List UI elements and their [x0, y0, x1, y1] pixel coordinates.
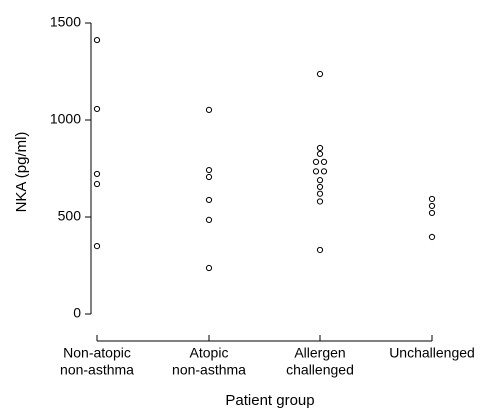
data-point — [312, 168, 320, 175]
y-tick-label: 500 — [58, 208, 82, 224]
y-tick-label: 1500 — [50, 14, 81, 30]
data-point — [93, 105, 101, 113]
data-point — [428, 233, 436, 241]
data-point — [205, 196, 213, 204]
data-point — [320, 158, 328, 166]
data-point — [93, 180, 101, 188]
data-point — [205, 106, 213, 114]
data-point — [93, 243, 101, 250]
x-tick-label: Unchallenged — [389, 345, 475, 361]
data-point — [205, 173, 213, 181]
data-point — [428, 195, 436, 203]
data-point — [316, 246, 324, 254]
y-tick-label: 1000 — [50, 111, 81, 127]
data-point — [316, 70, 324, 78]
y-axis-title: NKA (pg/ml) — [13, 132, 30, 213]
data-point — [316, 177, 324, 184]
data-point — [428, 209, 436, 217]
x-tick-label: challenged — [286, 362, 354, 378]
data-point — [93, 36, 101, 44]
data-point — [320, 168, 328, 175]
x-tick-label: Allergen — [294, 345, 345, 361]
x-tick-label: Atopic — [190, 345, 229, 361]
data-point — [428, 202, 436, 210]
data-point — [93, 170, 101, 178]
x-tick-label: Non-atopic — [63, 345, 131, 361]
data-point — [316, 144, 324, 152]
x-tick-label: non-asthma — [172, 362, 246, 378]
x-axis-title: Patient group — [225, 392, 314, 409]
data-point — [316, 198, 324, 205]
data-point — [205, 264, 213, 272]
data-point — [316, 150, 324, 158]
y-tick-label: 0 — [73, 305, 81, 321]
data-point — [205, 166, 213, 174]
data-point — [316, 183, 324, 191]
x-tick-label: non-asthma — [60, 362, 134, 378]
data-point — [205, 216, 213, 224]
data-point — [312, 158, 320, 166]
data-point — [316, 190, 324, 197]
